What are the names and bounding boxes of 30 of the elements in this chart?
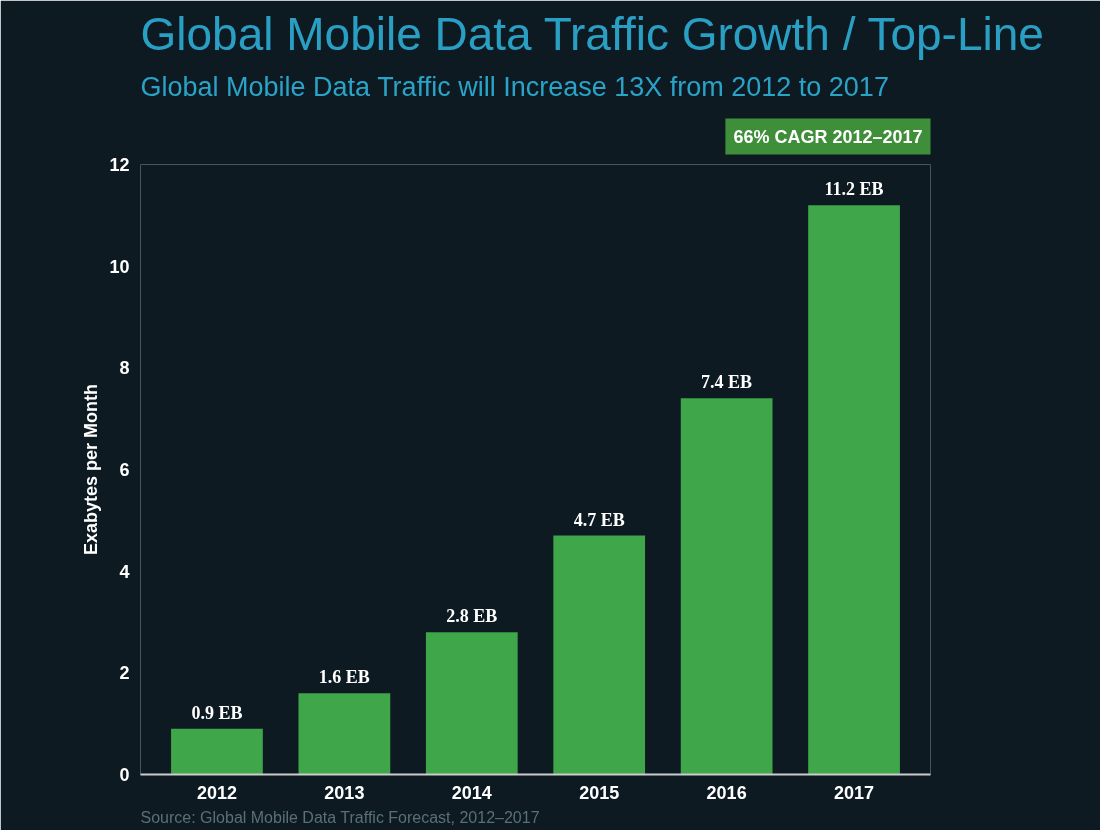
x-tick-label: 2016 (706, 782, 747, 803)
data-label: 2.8 EB (446, 606, 498, 627)
y-tick-label: 12 (109, 155, 130, 175)
y-tick-label: 8 (119, 358, 130, 379)
bar (808, 205, 900, 775)
data-label: 4.7 EB (573, 509, 625, 530)
x-tick-label: 2015 (579, 782, 620, 803)
chart-subtitle: Global Mobile Data Traffic will Increase 13X from 2012 to 2017 (140, 71, 889, 102)
y-tick-label: 6 (119, 460, 130, 480)
bar (553, 535, 646, 775)
x-tick-label: 2017 (834, 782, 875, 803)
data-label: 0.9 EB (191, 702, 243, 723)
x-tick-label: 2012 (196, 782, 237, 803)
x-tick-label: 2014 (451, 782, 492, 803)
text: 66% CAGR 2012–2017 (733, 126, 923, 147)
source-note: Source: Global Mobile Data Traffic Forecast, 2012–2017 (140, 808, 540, 826)
chart-title: Global Mobile Data Traffic Growth / Top-Line (140, 7, 1044, 60)
bar (171, 728, 263, 775)
y-tick-label: 4 (119, 561, 130, 582)
y-tick-label: 10 (109, 256, 130, 277)
data-label: 11.2 EB (824, 179, 884, 200)
data-label: 1.6 EB (318, 667, 370, 688)
data-label: 7.4 EB (701, 372, 753, 393)
y-tick-label: 2 (119, 663, 130, 684)
y-axis-title: Exabytes per Month (81, 383, 102, 556)
bar (298, 693, 391, 775)
bar (425, 632, 518, 775)
y-tick-label: 0 (119, 765, 130, 785)
bar (680, 398, 773, 775)
x-tick-label: 2013 (324, 782, 365, 803)
